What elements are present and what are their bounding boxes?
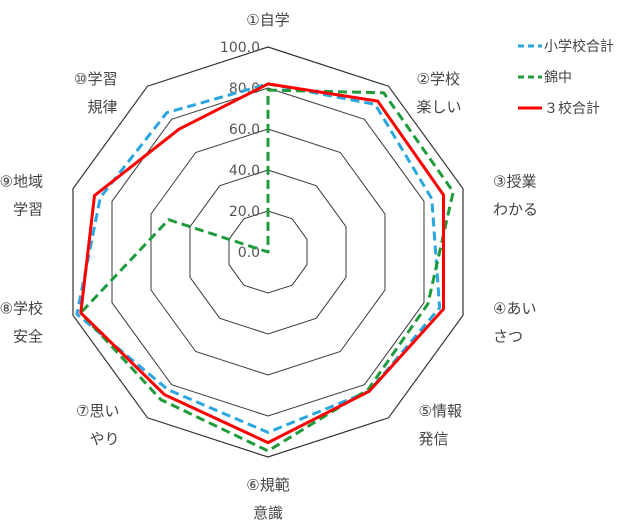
- series-line-3: [79, 82, 445, 445]
- category-label: ⑤情報: [419, 402, 462, 420]
- series-line-2: [79, 88, 455, 453]
- tick-label: 60.0: [229, 122, 260, 138]
- category-label: わかる: [493, 201, 538, 219]
- legend-label-3: ３校合計: [544, 100, 600, 117]
- series-line-1: [75, 82, 442, 434]
- grid-ring-3: [150, 128, 386, 376]
- category-label: 意識: [253, 504, 283, 522]
- tick-label: 20.0: [229, 204, 260, 220]
- radar-grid: [72, 46, 464, 458]
- category-label: ⑨地域: [0, 173, 43, 191]
- grid-ring-1: [228, 210, 308, 294]
- category-label: 楽しい: [417, 98, 462, 116]
- category-label: やり: [89, 430, 119, 448]
- category-label: ⑧学校: [0, 299, 43, 317]
- tick-label: 100.0: [220, 40, 260, 56]
- category-label: ②学校: [417, 70, 460, 88]
- legend-label-1: 小学校合計: [544, 38, 614, 55]
- tick-label: 40.0: [229, 163, 260, 179]
- category-label: さつ: [493, 327, 523, 345]
- category-label: ①自学: [246, 11, 289, 29]
- category-label: ⑦思い: [76, 402, 119, 420]
- category-label: 発信: [419, 430, 449, 448]
- category-label: 安全: [13, 327, 43, 345]
- category-label: 学習: [13, 201, 43, 219]
- category-label: ③授業: [493, 173, 536, 191]
- category-label: ⑩学習: [74, 70, 117, 88]
- grid-ring-4: [111, 87, 425, 417]
- data-series: [75, 82, 455, 453]
- category-label: ④あい: [493, 299, 536, 317]
- grid-ring-5: [72, 46, 464, 458]
- legend-label-2: 錦中: [544, 69, 572, 86]
- category-label: ⑥規範: [246, 476, 289, 494]
- grid-ring-2: [189, 169, 347, 335]
- category-label: 規律: [87, 98, 117, 116]
